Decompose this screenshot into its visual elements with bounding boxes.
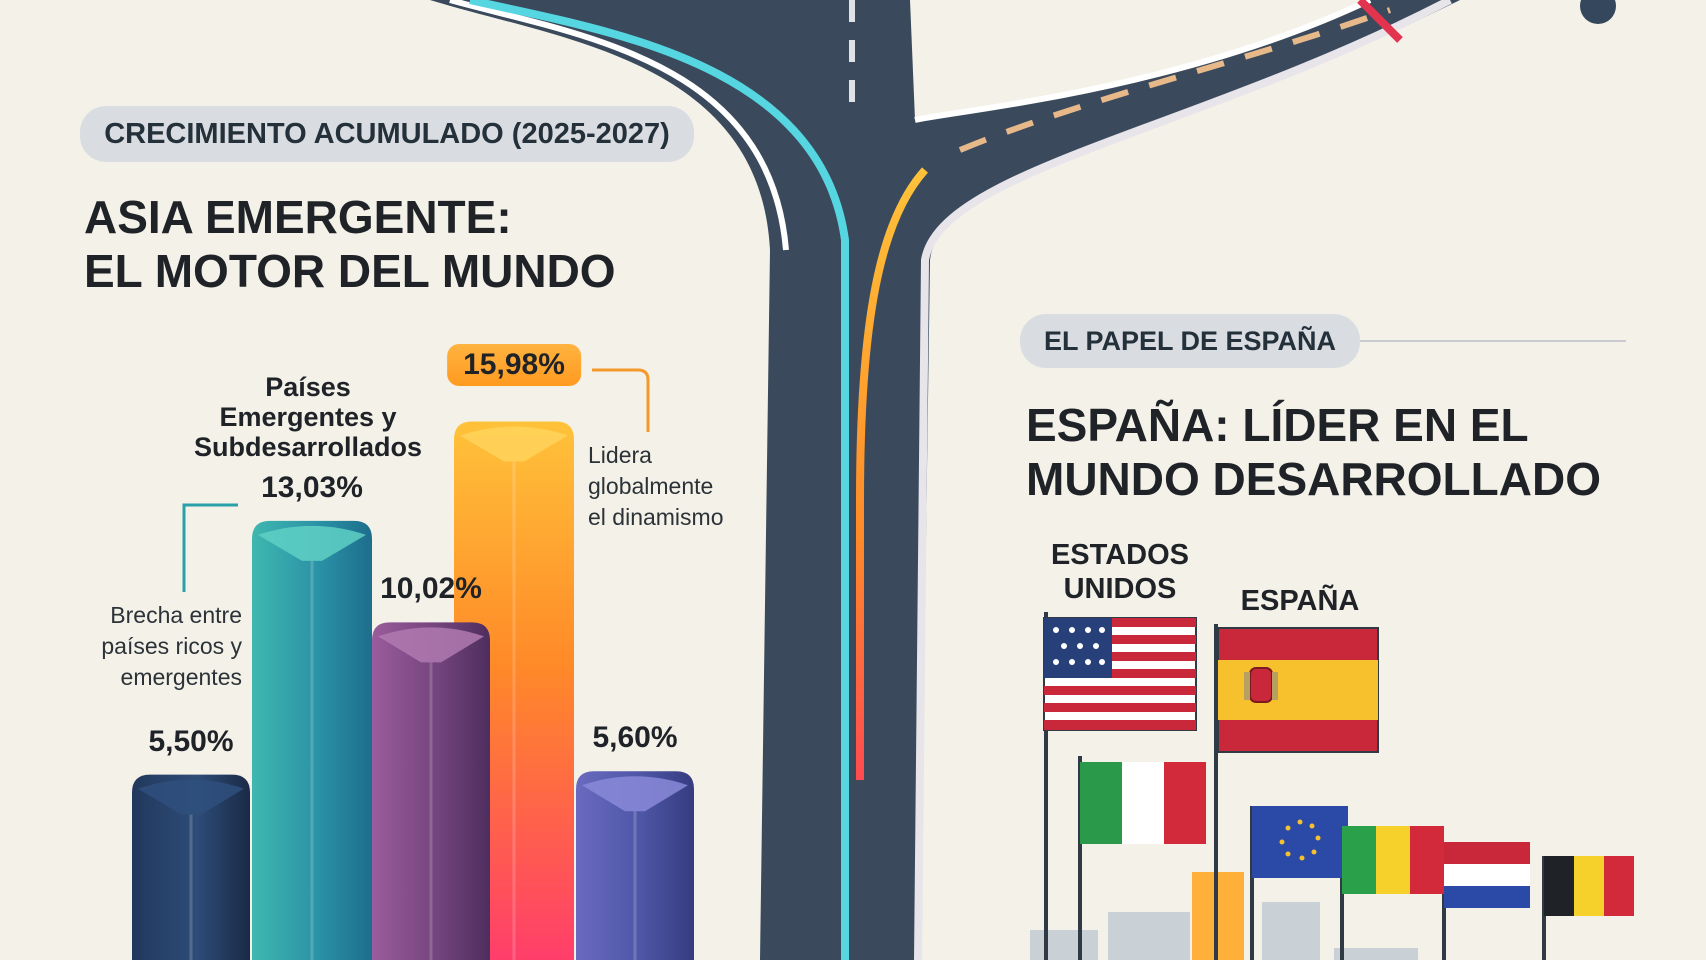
annotation-lead-line: el dinamismo	[588, 504, 724, 530]
annotation-gap-line: emergentes	[120, 664, 242, 690]
eu-flag	[1252, 806, 1348, 878]
belgium-like-flag	[1342, 826, 1444, 894]
section-tag-spain: EL PAPEL DE ESPAÑA	[1020, 314, 1360, 368]
bar-5	[576, 771, 694, 960]
section-tag-growth: CRECIMIENTO ACUMULADO (2025-2027)	[80, 106, 694, 162]
bar-value-label-5: 5,60%	[592, 721, 678, 755]
annotation-gap-line: Brecha entre	[110, 602, 242, 628]
flag-label-spain: ESPAÑA	[1240, 585, 1360, 617]
right-title-line-2: MUNDO DESARROLLADO	[1026, 453, 1601, 505]
bar-value-label-4: 15,98%	[447, 343, 581, 386]
section-divider	[1360, 340, 1626, 342]
us-flag	[1043, 617, 1197, 731]
right-title: ESPAÑA: LÍDER EN EL MUNDO DESARROLLADO	[1026, 398, 1601, 506]
bar-2	[252, 520, 372, 960]
category-label-line: Emergentes y	[219, 402, 397, 432]
bar-value-label-3: 10,02%	[380, 572, 482, 606]
bar-3	[372, 622, 490, 960]
bar-series	[132, 421, 694, 960]
left-title: ASIA EMERGENTE: EL MOTOR DEL MUNDO	[84, 190, 616, 298]
annotation-lead-line: Lidera	[588, 442, 652, 468]
annotation-lead: Lidera globalmente el dinamismo	[588, 440, 758, 533]
annotation-lead-line: globalmente	[588, 473, 714, 499]
left-title-line-2: EL MOTOR DEL MUNDO	[84, 245, 616, 297]
right-title-line-1: ESPAÑA: LÍDER EN EL	[1026, 399, 1529, 451]
flag-label-us: ESTADOS UNIDOS	[1030, 538, 1210, 606]
flag-label-us-line: ESTADOS	[1050, 539, 1190, 571]
left-title-line-1: ASIA EMERGENTE:	[84, 191, 512, 243]
category-label: Países Emergentes y Subdesarrollados	[178, 372, 438, 462]
spain-flag	[1217, 627, 1379, 753]
category-label-line: Subdesarrollados	[193, 432, 423, 462]
bar-value-label-1: 5,50%	[148, 724, 234, 758]
flags-illustration	[1030, 612, 1634, 960]
annotation-gap-line: países ricos y	[101, 633, 242, 659]
bar-1	[132, 774, 250, 960]
italy-flag	[1080, 762, 1206, 844]
flag-label-us-line: UNIDOS	[1063, 573, 1177, 605]
bar-value-label-2: 13,03%	[261, 470, 363, 504]
annotation-gap: Brecha entre países ricos y emergentes	[70, 600, 242, 693]
netherlands-flag	[1444, 842, 1530, 908]
category-label-line: Países	[265, 372, 351, 402]
annotation-leaders	[182, 368, 650, 592]
belgium-flag	[1544, 856, 1634, 916]
road-illustration	[430, 0, 1616, 960]
